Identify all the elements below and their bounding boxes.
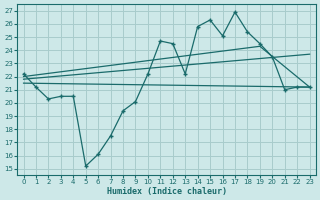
X-axis label: Humidex (Indice chaleur): Humidex (Indice chaleur) [107,187,227,196]
